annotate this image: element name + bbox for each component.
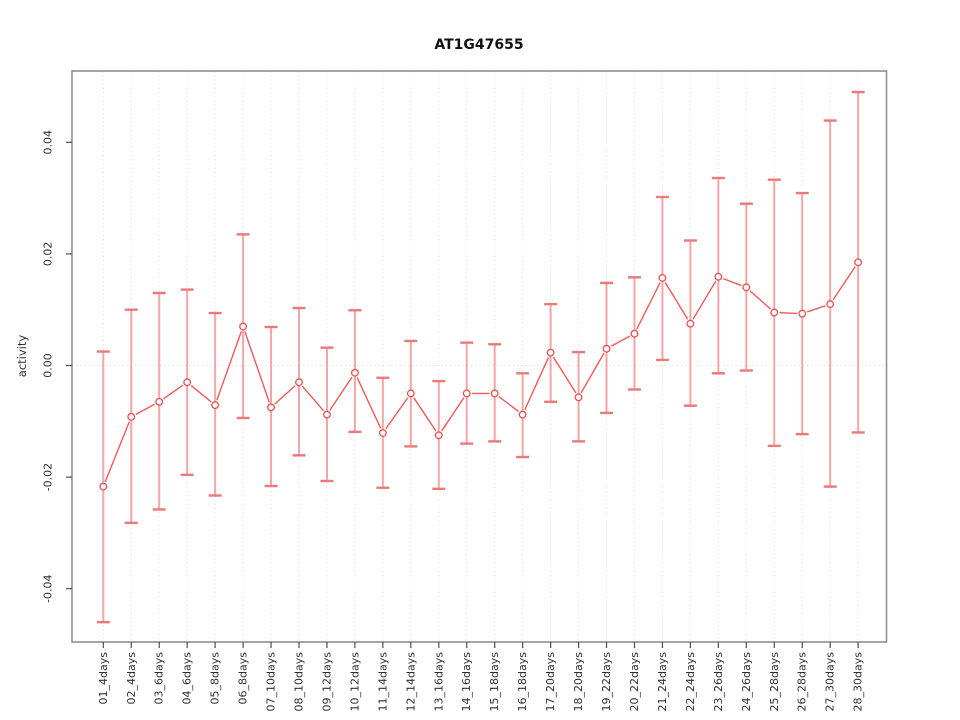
x-tick-label: 01_4days xyxy=(97,652,110,705)
series-segment xyxy=(104,421,130,483)
series-segment xyxy=(779,311,798,315)
data-point-marker xyxy=(155,397,164,406)
data-point-marker xyxy=(630,329,639,338)
series-segment xyxy=(190,384,212,403)
data-point-marker xyxy=(295,378,303,387)
series-segment xyxy=(356,377,382,429)
y-tick-label: -0.02 xyxy=(42,463,55,491)
data-point-marker xyxy=(546,348,555,357)
x-tick-label: 13_16days xyxy=(432,652,445,712)
x-tick-label: 26_28days xyxy=(796,652,809,712)
series-segment xyxy=(498,395,519,413)
x-tick-label: 25_28days xyxy=(768,652,781,712)
x-tick-label: 03_6days xyxy=(153,652,166,705)
plot-border xyxy=(71,70,888,643)
y-tick-label: -0.04 xyxy=(42,574,55,602)
x-tick-label: 10_12days xyxy=(348,652,361,712)
x-tick-label: 22_24days xyxy=(684,652,697,712)
y-tick-label: 0.00 xyxy=(42,353,55,378)
data-point-marker xyxy=(239,322,248,331)
series-segment xyxy=(524,357,550,411)
series-segment xyxy=(636,282,661,330)
x-tick-label: 11_14days xyxy=(376,652,389,712)
data-point-marker xyxy=(267,403,275,412)
data-point-marker xyxy=(183,378,192,387)
x-tick-label: 16_18days xyxy=(516,652,529,712)
data-point-marker xyxy=(826,300,835,309)
series-segment xyxy=(163,384,184,400)
data-point-marker xyxy=(127,412,136,421)
series-segment xyxy=(832,266,856,301)
series-segment xyxy=(552,356,577,394)
series-segment xyxy=(274,385,296,405)
x-tick-label: 24_26days xyxy=(740,652,753,712)
data-point-marker xyxy=(490,389,499,398)
data-point-marker xyxy=(378,429,387,437)
x-tick-label: 18_20days xyxy=(572,652,585,712)
series-segment xyxy=(244,331,271,403)
data-point-marker xyxy=(350,368,359,377)
x-tick-label: 08_10days xyxy=(292,652,305,712)
data-point-marker xyxy=(406,389,415,398)
series-segment xyxy=(692,280,717,320)
x-tick-label: 06_8days xyxy=(237,652,250,705)
x-tick-label: 27_30days xyxy=(824,652,837,712)
x-tick-label: 17_20days xyxy=(544,652,557,712)
x-tick-label: 19_22days xyxy=(600,652,613,712)
series-segment xyxy=(749,290,771,310)
series-segment xyxy=(722,277,742,287)
data-point-marker xyxy=(742,283,751,292)
data-point-marker xyxy=(211,401,220,410)
series-segment xyxy=(329,376,353,411)
data-point-marker xyxy=(434,431,443,440)
x-tick-label: 14_16days xyxy=(460,652,473,712)
x-tick-label: 09_12days xyxy=(320,652,333,712)
y-tick-label: 0.04 xyxy=(42,130,55,155)
series-segment xyxy=(664,281,689,320)
data-point-marker xyxy=(854,258,863,267)
x-tick-label: 05_8days xyxy=(209,652,222,705)
data-point-marker xyxy=(770,308,779,317)
series-segment xyxy=(806,305,826,313)
x-tick-label: 20_22days xyxy=(628,652,641,712)
plot-area: 0.04 0.02 0.00 -0.02 -0.04 01_4days 02_4days 03… xyxy=(42,70,888,712)
data-point-marker xyxy=(714,272,723,281)
x-tick-label: 15_18days xyxy=(488,652,501,712)
series-segment xyxy=(610,335,631,347)
x-tick-label: 12_14days xyxy=(404,652,417,712)
series-segment xyxy=(441,397,465,432)
y-axis-label: activity xyxy=(15,335,29,378)
series-segment xyxy=(216,331,243,401)
y-tick-label: 0.02 xyxy=(42,242,55,267)
x-tick-label: 21_24days xyxy=(656,652,669,712)
data-point-marker xyxy=(686,319,695,328)
series-segment xyxy=(385,397,409,430)
x-tick-label: 28_30days xyxy=(852,652,865,712)
x-tick-label: 04_6days xyxy=(181,652,194,705)
data-point-marker xyxy=(462,389,471,398)
data-point-marker xyxy=(99,482,108,491)
series-segment xyxy=(580,352,605,394)
x-tick-label: 23_26days xyxy=(712,652,725,712)
series-segment xyxy=(413,397,437,432)
data-point-marker xyxy=(323,410,331,419)
series-segment xyxy=(135,403,155,415)
series-segment xyxy=(301,385,325,412)
data-point-marker xyxy=(798,309,807,318)
data-point-marker xyxy=(602,344,611,353)
x-tick-label: 07_10days xyxy=(265,652,278,712)
x-tick-label: 02_4days xyxy=(125,652,138,705)
chart-title: AT1G47655 xyxy=(434,37,523,53)
data-point-marker xyxy=(574,393,583,402)
data-point-marker xyxy=(658,273,667,282)
data-point-marker xyxy=(518,410,527,419)
